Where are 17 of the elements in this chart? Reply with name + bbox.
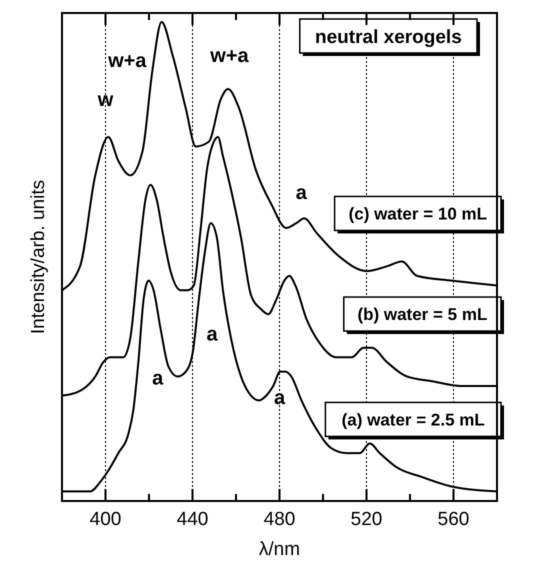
annotation: w+a: [209, 45, 250, 68]
annotation: a: [296, 182, 308, 204]
x-tick-label: 480: [264, 509, 296, 530]
x-tick-label: 400: [90, 509, 122, 530]
x-tick-label: 520: [350, 509, 382, 530]
annotation: w+a: [107, 50, 148, 72]
x-axis-title: λ/nm: [258, 539, 300, 560]
series-label: (c) water = 10 mL: [348, 204, 488, 224]
annotation: a: [152, 367, 164, 390]
annotation: w: [96, 89, 114, 112]
chart-title: neutral xerogels: [315, 27, 462, 48]
annotation: a: [206, 323, 219, 346]
x-tick-label: 560: [438, 509, 470, 530]
x-tick-label: 440: [176, 509, 208, 530]
series-label: (b) water = 5 mL: [357, 305, 488, 324]
series-label: (a) water = 2.5 mL: [342, 410, 485, 430]
y-axis-title: Intensity/arb. units: [28, 180, 49, 334]
